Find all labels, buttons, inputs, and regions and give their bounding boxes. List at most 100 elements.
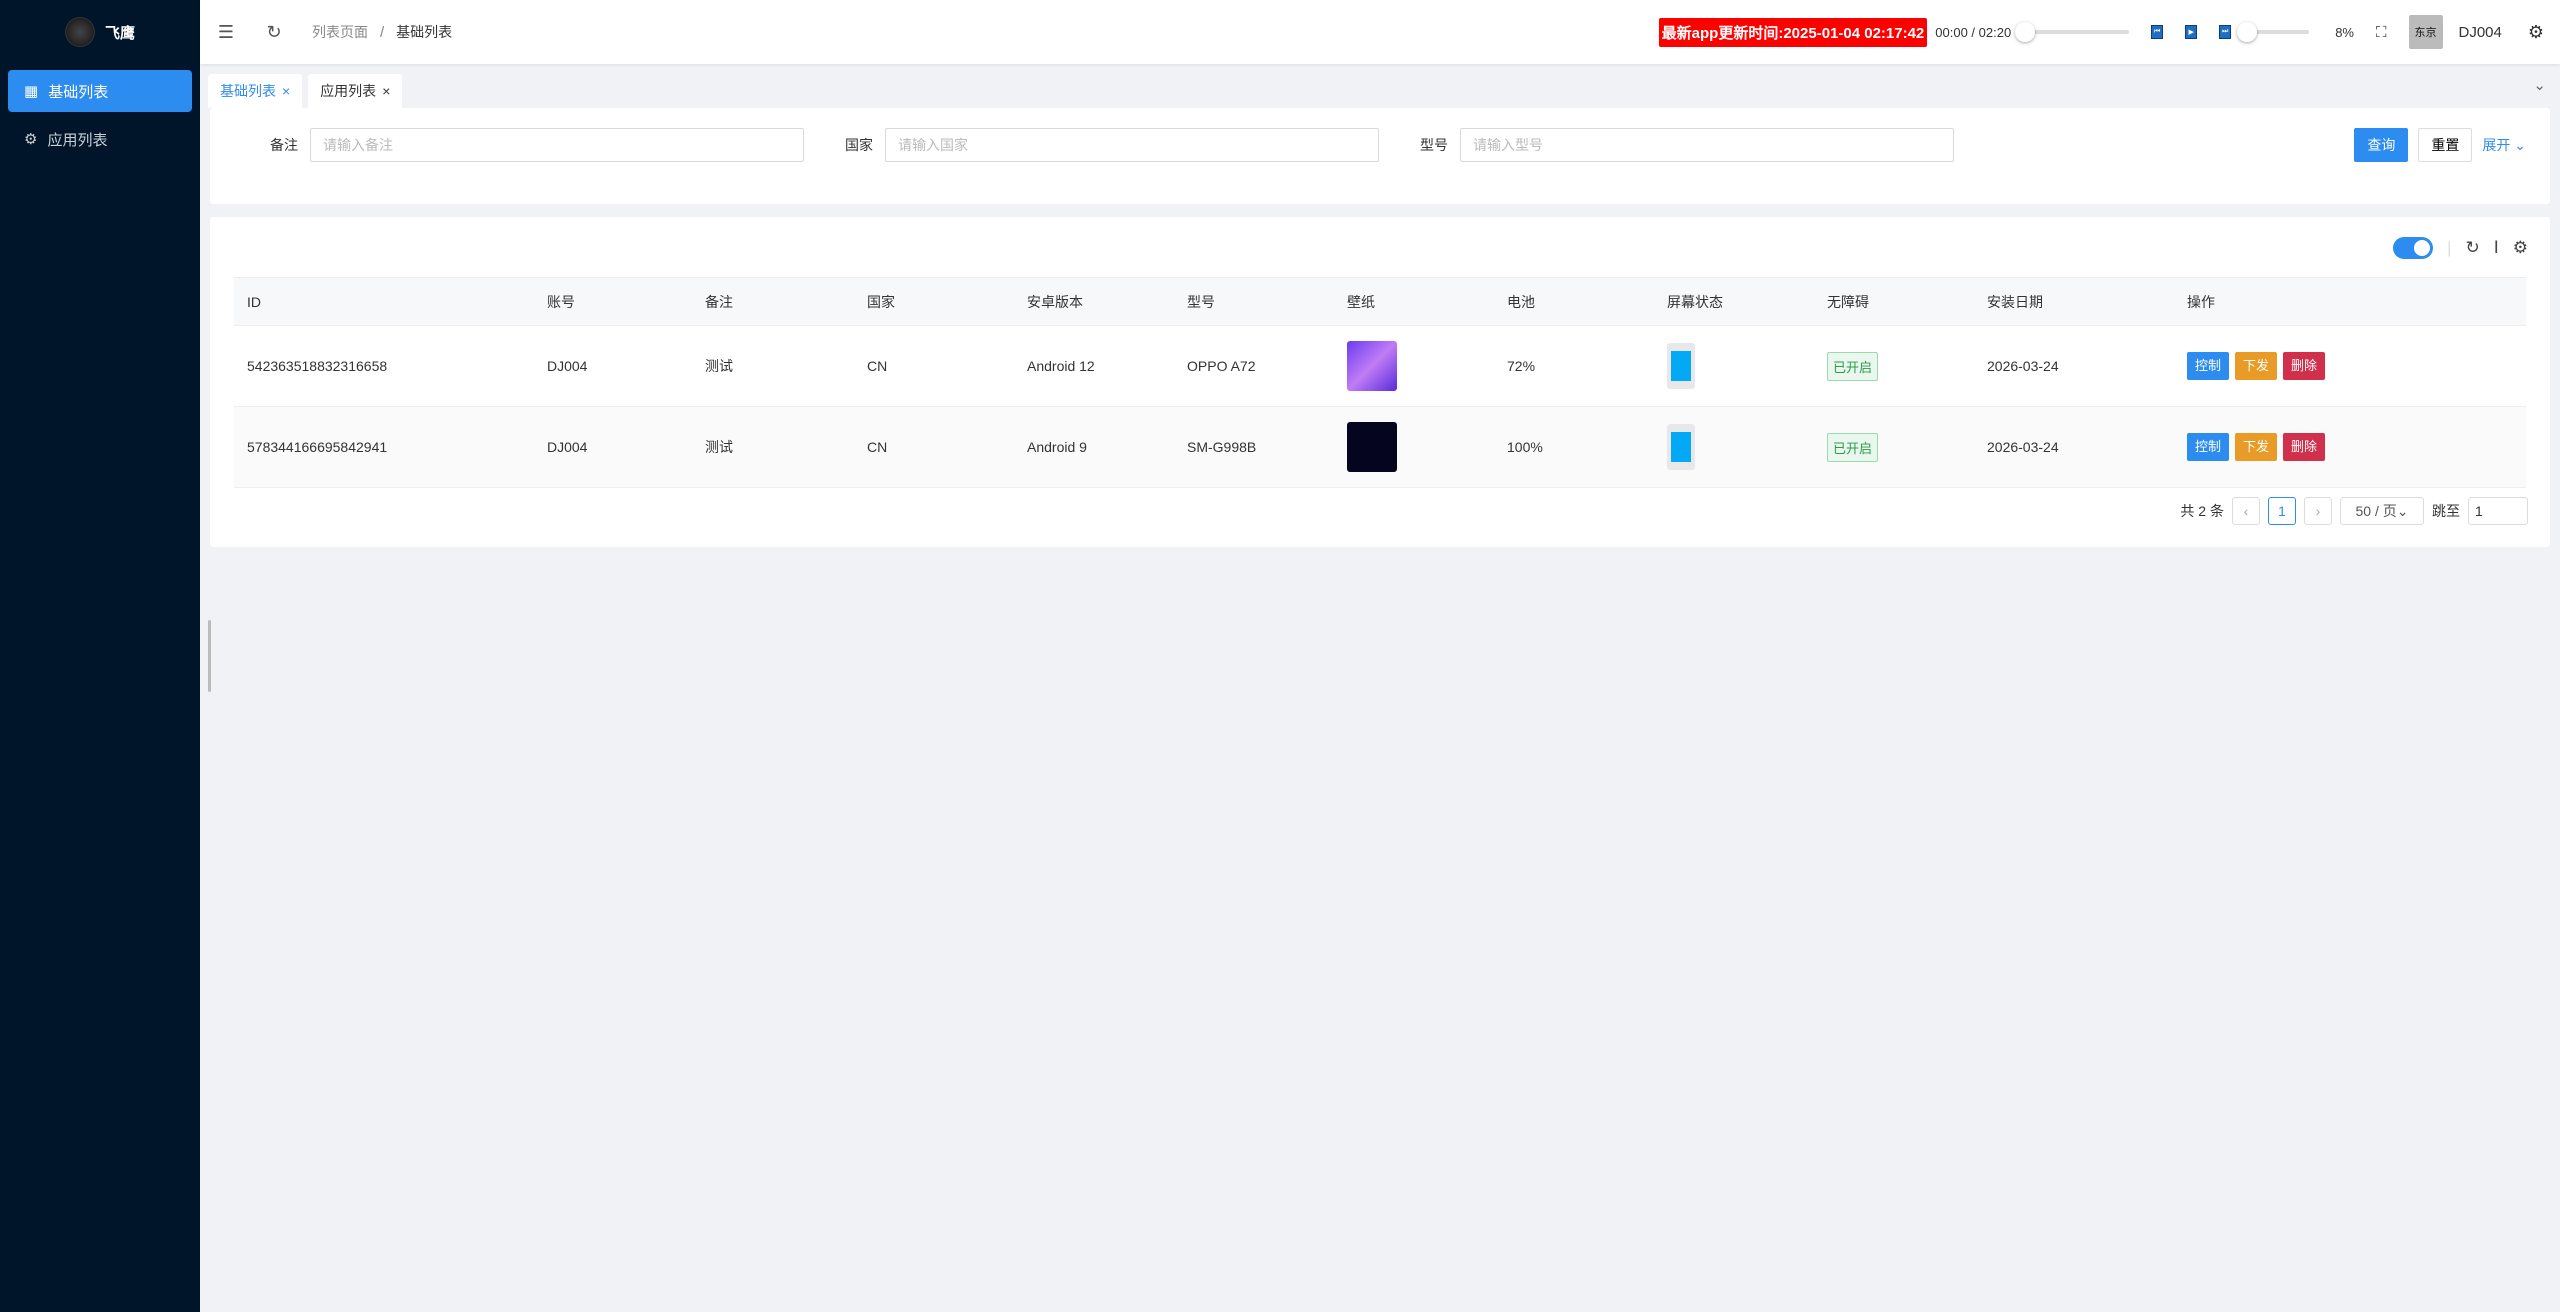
cell-battery: 100% xyxy=(1494,406,1654,488)
page-button[interactable]: 1 xyxy=(2268,497,2296,525)
next-icon[interactable]: ⏭ xyxy=(2219,25,2232,39)
progress-knob[interactable] xyxy=(2015,22,2036,42)
cell-model: SM-G998B xyxy=(1174,406,1334,488)
cell-wallpaper xyxy=(1334,325,1494,407)
sidebar: 飞鹰 ▦ 基础列表 ⚙ 应用列表 xyxy=(0,0,200,1312)
column-header: 无障碍 xyxy=(1814,277,1974,326)
chevron-down-icon[interactable]: ⌄ xyxy=(2533,77,2546,94)
cell-note: 测试 xyxy=(692,406,854,488)
sidebar-resize-handle[interactable] xyxy=(208,620,211,692)
page-size-select[interactable]: 50 / 页 ⌄ xyxy=(2340,497,2424,525)
close-icon[interactable]: × xyxy=(282,83,291,99)
logo-image xyxy=(64,17,95,47)
divider: | xyxy=(2447,238,2452,257)
column-header: 操作 xyxy=(2174,277,2526,326)
settings-icon[interactable]: ⚙ xyxy=(2527,21,2544,42)
refresh-icon[interactable]: ↻ xyxy=(266,21,282,42)
country-field: 国家 xyxy=(845,128,1379,162)
cell-country: CN xyxy=(854,406,1014,488)
wallpaper-thumbnail[interactable] xyxy=(1347,341,1397,391)
sidebar-item-app-list[interactable]: ⚙ 应用列表 xyxy=(8,118,192,160)
cell-id: 578344166695842941 xyxy=(234,406,534,488)
fullscreen-icon[interactable]: ⛶ xyxy=(2375,23,2387,41)
tab-label: 基础列表 xyxy=(220,83,276,99)
column-header: 屏幕状态 xyxy=(1654,277,1814,326)
note-input[interactable] xyxy=(310,128,804,162)
send-button[interactable]: 下发 xyxy=(2235,433,2278,461)
send-button[interactable]: 下发 xyxy=(2235,352,2278,380)
device-table: ID 账号 备注 国家 安卓版本 型号 壁纸 电池 屏幕状态 无障碍 安装日期 … xyxy=(234,277,2526,488)
cell-actions: 控制 下发 删除 xyxy=(2174,406,2526,488)
note-label: 备注 xyxy=(270,137,298,153)
gear-icon: ⚙ xyxy=(24,131,38,148)
sidebar-item-label: 基础列表 xyxy=(48,83,109,101)
menu-fold-icon[interactable]: ☰ xyxy=(217,21,235,42)
cell-country: CN xyxy=(854,325,1014,407)
cell-date: 2026-03-24 xyxy=(1974,325,2174,407)
prev-page-button[interactable]: ‹ xyxy=(2232,497,2260,525)
table-row: 542363518832316658 DJ004 测试 CN Android 1… xyxy=(234,325,2526,407)
progress-slider[interactable] xyxy=(2015,22,2130,42)
pagination: 共 2 条 ‹ 1 › 50 / 页 ⌄ 跳至 1 xyxy=(2180,497,2528,525)
country-label: 国家 xyxy=(845,137,873,153)
total-count: 共 2 条 xyxy=(2180,503,2224,519)
tab-label: 应用列表 xyxy=(320,83,377,99)
cell-model: OPPO A72 xyxy=(1174,325,1334,407)
grid-icon: ▦ xyxy=(24,83,39,100)
header: ☰ ↻ 列表页面 / 基础列表 最新app更新时间:2025-01-04 02:… xyxy=(200,0,2560,64)
breadcrumb-current: 基础列表 xyxy=(396,24,453,40)
app-title: 飞鹰 xyxy=(104,24,135,42)
screen-status-icon xyxy=(1667,424,1695,470)
username[interactable]: DJ004 xyxy=(2458,23,2502,41)
table-panel: | ↻ Ⅰ ⚙ ID 账号 备注 国家 安卓版本 型号 壁纸 电池 屏幕状态 无… xyxy=(210,217,2550,547)
tab-basic-list[interactable]: 基础列表 × xyxy=(208,74,303,108)
model-input[interactable] xyxy=(1460,128,1954,162)
avatar-text: 东京 xyxy=(2414,27,2437,39)
column-header: 安卓版本 xyxy=(1014,277,1174,326)
logo: 飞鹰 xyxy=(0,0,200,64)
column-header: 壁纸 xyxy=(1334,277,1494,326)
cell-accessibility: 已开启 xyxy=(1814,406,1974,488)
avatar[interactable]: 东京 xyxy=(2408,15,2443,49)
volume-slider[interactable] xyxy=(2237,22,2310,42)
expand-label: 展开 xyxy=(2482,137,2511,153)
cell-accessibility: 已开启 xyxy=(1814,325,1974,407)
cell-actions: 控制 下发 删除 xyxy=(2174,325,2526,407)
expand-button[interactable]: 展开 ⌄ xyxy=(2482,135,2526,155)
delete-button[interactable]: 删除 xyxy=(2283,433,2326,461)
note-field: 备注 xyxy=(270,128,804,162)
column-header: 安装日期 xyxy=(1974,277,2174,326)
table-header: ID 账号 备注 国家 安卓版本 型号 壁纸 电池 屏幕状态 无障碍 安装日期 … xyxy=(234,277,2526,326)
chevron-down-icon: ⌄ xyxy=(2514,137,2526,153)
goto-input[interactable]: 1 xyxy=(2468,497,2528,525)
close-icon[interactable]: × xyxy=(382,83,391,99)
toggle-switch[interactable] xyxy=(2393,237,2434,259)
reset-button[interactable]: 重置 xyxy=(2418,128,2473,162)
cell-account: DJ004 xyxy=(534,406,692,488)
cell-android: Android 9 xyxy=(1014,406,1174,488)
sidebar-item-basic-list[interactable]: ▦ 基础列表 xyxy=(8,70,192,112)
density-icon[interactable]: Ⅰ xyxy=(2493,238,2499,257)
cell-battery: 72% xyxy=(1494,325,1654,407)
column-header: 国家 xyxy=(854,277,1014,326)
page-size-value: 50 / 页 xyxy=(2355,503,2397,519)
breadcrumb-parent[interactable]: 列表页面 xyxy=(312,24,368,40)
table-row: 578344166695842941 DJ004 测试 CN Android 9… xyxy=(234,406,2526,488)
settings-icon[interactable]: ⚙ xyxy=(2512,238,2528,257)
refresh-icon[interactable]: ↻ xyxy=(2465,238,2480,257)
cell-account: DJ004 xyxy=(534,325,692,407)
country-input[interactable] xyxy=(885,128,1379,162)
column-header: 备注 xyxy=(692,277,854,326)
wallpaper-thumbnail[interactable] xyxy=(1347,422,1397,472)
next-page-button[interactable]: › xyxy=(2304,497,2332,525)
volume-knob[interactable] xyxy=(2237,22,2258,42)
control-button[interactable]: 控制 xyxy=(2187,433,2230,461)
tab-app-list[interactable]: 应用列表 × xyxy=(308,74,403,108)
play-icon[interactable]: ▶ xyxy=(2185,25,2198,39)
cell-date: 2026-03-24 xyxy=(1974,406,2174,488)
query-button[interactable]: 查询 xyxy=(2354,128,2409,162)
control-button[interactable]: 控制 xyxy=(2187,352,2230,380)
previous-icon[interactable]: ⏮ xyxy=(2151,25,2164,39)
cell-screen xyxy=(1654,325,1814,407)
delete-button[interactable]: 删除 xyxy=(2283,352,2326,380)
